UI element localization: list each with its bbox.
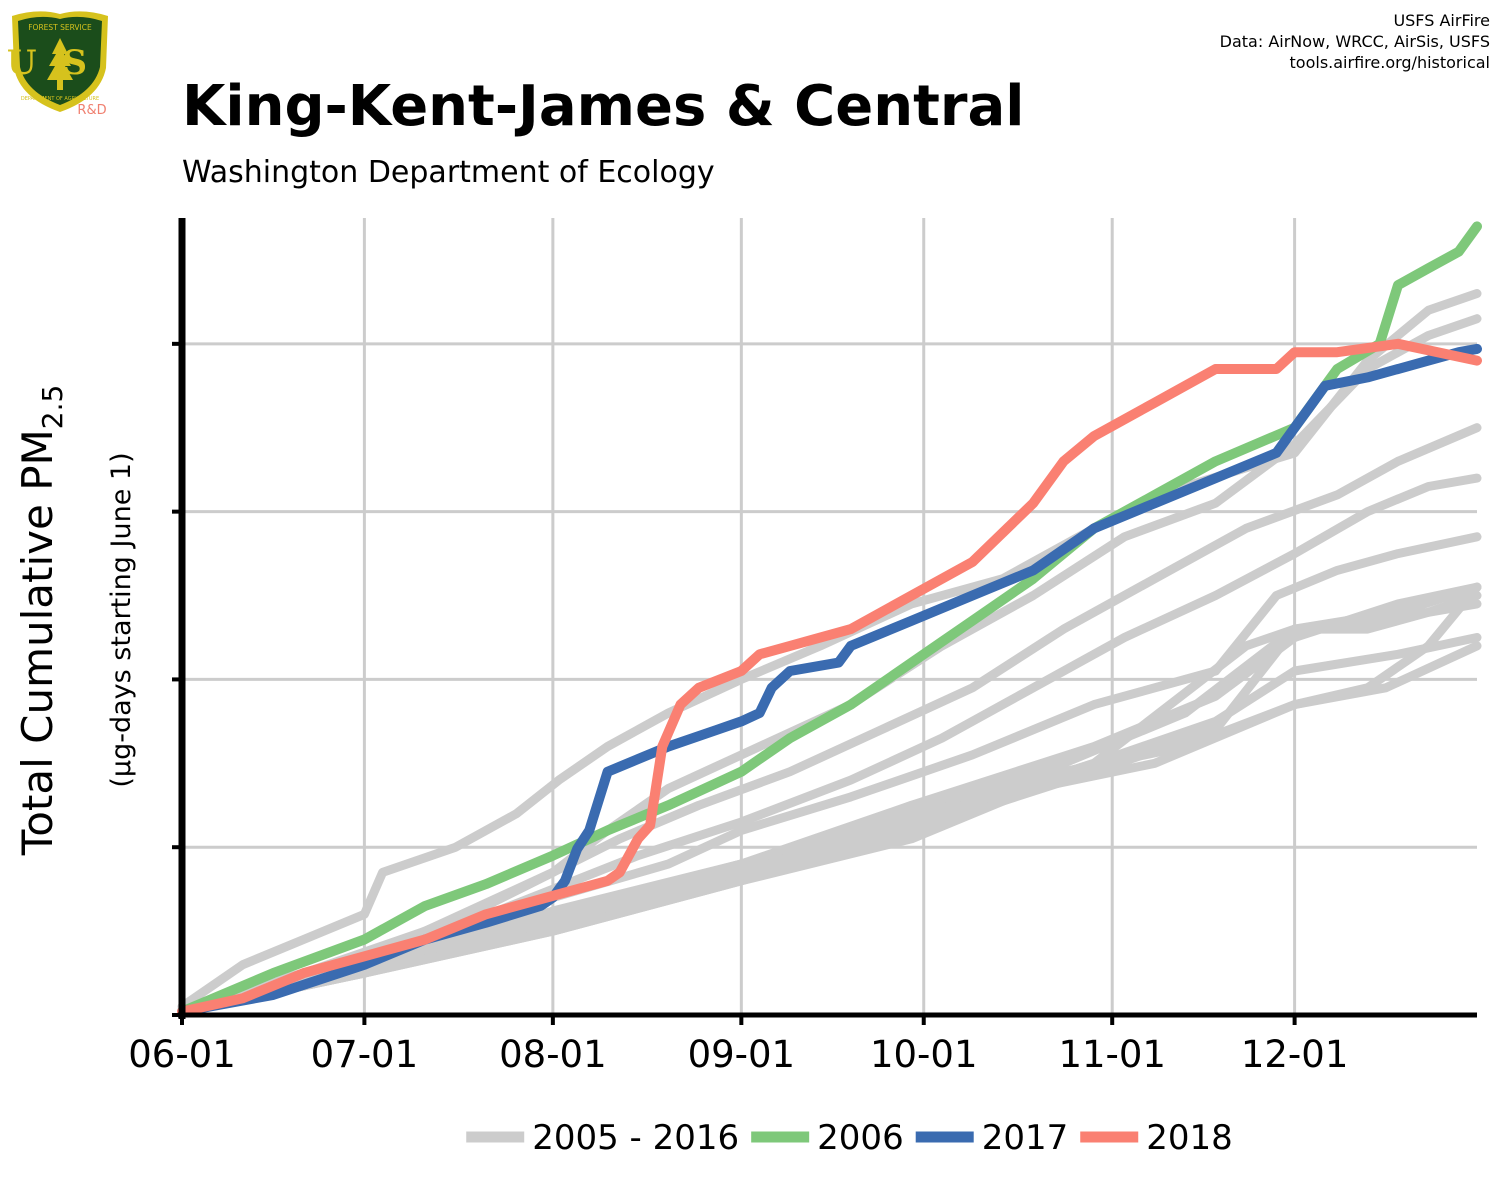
y-axis-sublabel: (µg-days starting June 1): [106, 452, 137, 787]
logo-tag: R&D: [77, 103, 106, 118]
chart-title: King-Kent-James & Central: [182, 74, 1025, 139]
axes: [172, 218, 1477, 1025]
grid-lines: [182, 218, 1477, 1015]
legend-label: 2018: [1146, 1118, 1233, 1158]
series-line-2006: [177, 221, 1482, 1017]
x-tick-labels: 06-01 07-01 08-01 09-01 10-01 11-01 12-01: [128, 1033, 1348, 1076]
x-tick-label: 06-01: [128, 1033, 236, 1076]
x-tick-label: 11-01: [1058, 1033, 1166, 1076]
highlight-series-lines: [177, 221, 1482, 1017]
x-tick-label: 12-01: [1241, 1033, 1349, 1076]
x-tick-label: 09-01: [688, 1033, 796, 1076]
logo-tree-icon: [47, 38, 73, 90]
source-line: Data: AirNow, WRCC, AirSis, USFS: [1219, 32, 1490, 51]
x-tick-label: 10-01: [870, 1033, 978, 1076]
x-tick-label: 07-01: [311, 1033, 419, 1076]
x-tick-label: 08-01: [499, 1033, 607, 1076]
source-line: USFS AirFire: [1393, 11, 1490, 30]
forest-service-logo: FOREST SERVICE US DEPARTMENT OF AGRICULT…: [8, 11, 112, 118]
series-line-2018: [177, 338, 1482, 1017]
series-line-2005-2016: [177, 532, 1482, 1017]
logo-top-text: FOREST SERVICE: [28, 23, 92, 32]
background-series-lines: [177, 289, 1482, 1017]
y-axis-label: Total Cumulative PM2.5: [13, 385, 69, 857]
legend-label: 2005 - 2016: [532, 1118, 739, 1158]
source-attribution: USFS AirFire Data: AirNow, WRCC, AirSis,…: [1220, 10, 1490, 73]
legend-label: 2017: [982, 1118, 1069, 1158]
series-line-2005-2016: [177, 423, 1482, 1015]
chart-subtitle: Washington Department of Ecology: [182, 155, 715, 190]
source-line: tools.airfire.org/historical: [1289, 53, 1490, 72]
y-axis-label-main: Total Cumulative PM: [13, 429, 62, 856]
logo-letters: US: [8, 43, 112, 83]
series-line-2005-2016: [177, 582, 1482, 1017]
series-line-2005-2016: [177, 633, 1482, 1017]
y-axis-label-subscript: 2.5: [36, 385, 69, 430]
logo-bottom-text: DEPARTMENT OF AGRICULTURE: [21, 96, 99, 102]
legend-label: 2006: [817, 1118, 904, 1158]
chart-legend: 2005 - 2016 2006 2017 2018: [466, 1118, 1233, 1158]
